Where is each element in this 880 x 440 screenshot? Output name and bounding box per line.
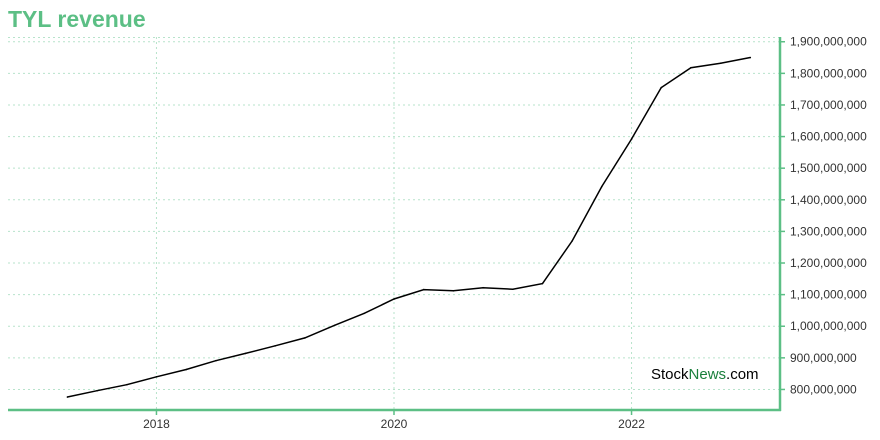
series-group xyxy=(66,56,752,398)
data-point xyxy=(274,345,277,347)
data-point xyxy=(482,286,484,289)
data-point xyxy=(452,290,455,292)
data-point xyxy=(96,389,98,392)
data-point xyxy=(749,56,752,59)
y-tick-label: 1,100,000,000 xyxy=(790,288,867,302)
data-point xyxy=(422,288,425,291)
watermark: StockNews.com xyxy=(651,366,759,383)
y-tick-label: 1,900,000,000 xyxy=(790,35,867,49)
x-tick-label: 2020 xyxy=(381,417,408,431)
y-tick-label: 1,300,000,000 xyxy=(790,224,867,238)
data-point xyxy=(690,66,692,69)
y-tick-label: 1,600,000,000 xyxy=(790,130,867,144)
watermark-com: .com xyxy=(726,366,759,383)
y-tick-label: 900,000,000 xyxy=(790,351,857,365)
x-tick-label: 2018 xyxy=(143,417,170,431)
data-point xyxy=(511,288,514,291)
watermark-news: News xyxy=(689,366,727,383)
data-point xyxy=(333,324,336,327)
watermark-stock: Stock xyxy=(651,366,689,383)
data-point xyxy=(125,383,128,386)
y-tick-label: 1,200,000,000 xyxy=(790,256,867,270)
y-axis-ticks: 800,000,000 900,000,000 1,000,000,000 1,100… xyxy=(780,35,867,396)
data-point xyxy=(660,86,663,89)
y-tick-label: 1,800,000,000 xyxy=(790,66,867,80)
data-point xyxy=(541,282,544,285)
data-point xyxy=(185,368,187,371)
x-axis-ticks: 2018 2020 2022 xyxy=(143,410,645,431)
data-point xyxy=(244,352,247,355)
y-tick-label: 1,700,000,000 xyxy=(790,98,867,112)
data-point xyxy=(601,185,603,188)
data-point xyxy=(571,240,573,242)
data-point xyxy=(215,359,217,362)
y-tick-label: 800,000,000 xyxy=(790,382,857,396)
series-line xyxy=(67,56,751,398)
y-tick-label: 1,000,000,000 xyxy=(790,319,867,333)
data-point xyxy=(304,337,306,339)
y-tick-label: 1,500,000,000 xyxy=(790,161,867,175)
data-point xyxy=(630,138,633,140)
chart-title: TYL revenue xyxy=(8,6,146,32)
data-point xyxy=(66,396,69,398)
data-point xyxy=(155,376,158,378)
grid-lines xyxy=(8,37,780,410)
x-tick-label: 2022 xyxy=(618,417,645,431)
data-point xyxy=(393,298,395,300)
y-tick-label: 1,400,000,000 xyxy=(790,193,867,207)
data-point xyxy=(363,312,366,315)
data-point xyxy=(719,62,722,65)
